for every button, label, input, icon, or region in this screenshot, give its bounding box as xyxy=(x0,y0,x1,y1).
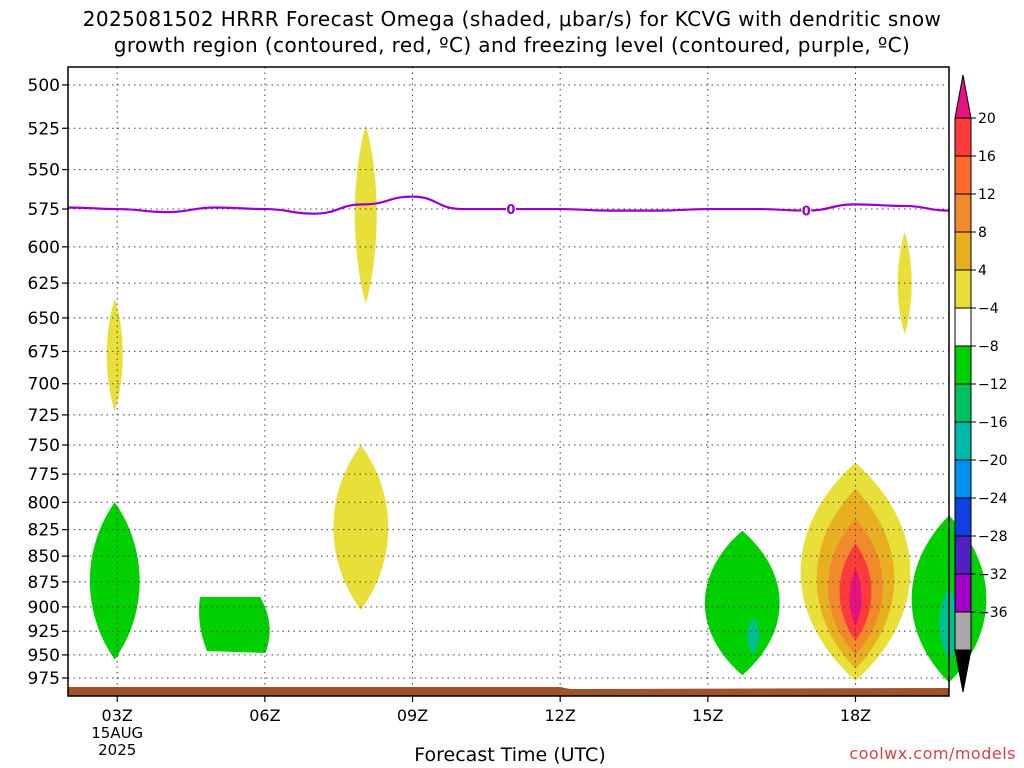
colorbar-label: −24 xyxy=(978,491,1008,507)
y-tick-label-550: 550 xyxy=(28,161,60,181)
colorbar-bin xyxy=(954,611,972,651)
omega-region-green-0530-920 xyxy=(199,596,270,654)
y-axis: 500 525 550 575 600 625 650 675 700 725 750 775 800 8… xyxy=(28,76,68,689)
x-tick-label-12Z: 12Z xyxy=(545,706,576,725)
colorbar-label: 20 xyxy=(978,111,996,127)
colorbar-label: −12 xyxy=(978,377,1008,393)
colorbar-label: −32 xyxy=(978,567,1008,583)
colorbar-label: 8 xyxy=(978,225,987,241)
y-tick-label-500: 500 xyxy=(28,76,60,96)
x-date-label: 15AUG xyxy=(91,724,143,742)
contour-label: 0 xyxy=(506,203,515,218)
y-tick-label-700: 700 xyxy=(28,375,60,395)
omega-region-green-0245-875 xyxy=(89,502,140,660)
colorbar-bin xyxy=(954,193,972,233)
colorbar-bin xyxy=(954,117,972,157)
colorbar-bin xyxy=(954,231,972,271)
colorbar-bin xyxy=(954,535,972,575)
chart-title-line-2: growth region (contoured, red, ºC) and f… xyxy=(113,33,911,57)
y-tick-label-750: 750 xyxy=(28,436,60,456)
y-tick-label-875: 875 xyxy=(28,573,60,593)
x-tick-label-15Z: 15Z xyxy=(692,706,723,725)
omega-region-teal-1600-935 xyxy=(747,616,760,655)
y-tick-label-900: 900 xyxy=(28,598,60,618)
y-tick-label-850: 850 xyxy=(28,547,60,567)
y-tick-label-600: 600 xyxy=(28,238,60,258)
colorbar-label: −4 xyxy=(978,301,999,317)
x-axis-title: Forecast Time (UTC) xyxy=(414,744,606,766)
y-tick-label-925: 925 xyxy=(28,622,60,642)
x-tick-label-06Z: 06Z xyxy=(249,706,280,725)
colorbar-label: −20 xyxy=(978,453,1008,469)
colorbar-label: −16 xyxy=(978,415,1008,431)
colorbar-bin xyxy=(954,459,972,499)
x-year-label: 2025 xyxy=(98,741,136,759)
surface-ground-band xyxy=(68,687,949,696)
colorbar-bin xyxy=(954,573,972,613)
colorbar-bin xyxy=(954,307,972,347)
colorbar-top-arrow xyxy=(954,74,972,119)
colorbar-label: −36 xyxy=(978,605,1008,621)
colorbar-bin xyxy=(954,269,972,309)
x-tick-label-09Z: 09Z xyxy=(397,706,428,725)
y-tick-label-625: 625 xyxy=(28,274,60,294)
omega-region-green-1545-890 xyxy=(704,530,780,676)
x-tick-label-18Z: 18Z xyxy=(840,706,871,725)
omega-region-yellow-0800-825 xyxy=(333,444,389,610)
chart-title-line-1: 2025081502 HRRR Forecast Omega (shaded, … xyxy=(82,7,942,31)
colorbar-label: 4 xyxy=(978,263,987,279)
x-tick-label-03Z: 03Z xyxy=(102,706,133,725)
omega-region-yellow-0730-550 xyxy=(354,124,377,305)
y-tick-label-825: 825 xyxy=(28,521,60,541)
colorbar-label: 16 xyxy=(978,149,996,165)
contour-label-bg xyxy=(801,203,812,218)
omega-region-storm-magenta xyxy=(849,568,862,627)
colorbar-label: 12 xyxy=(978,187,996,203)
colorbar: 20 16 12 8 4 −4 −8 −12 −16 −20 −24 −28 −32 −36 xyxy=(954,74,1008,693)
colorbar-bin xyxy=(954,345,972,385)
omega-region-yellow-0300-675 xyxy=(106,298,123,412)
y-tick-label-725: 725 xyxy=(28,406,60,426)
y-tick-label-775: 775 xyxy=(28,465,60,485)
y-tick-label-575: 575 xyxy=(28,200,60,220)
colorbar-bin xyxy=(954,421,972,461)
y-tick-label-800: 800 xyxy=(28,493,60,513)
y-tick-label-675: 675 xyxy=(28,342,60,362)
colorbar-label: −28 xyxy=(978,529,1008,545)
colorbar-bin xyxy=(954,383,972,423)
y-tick-label-950: 950 xyxy=(28,646,60,666)
colorbar-bottom-arrow xyxy=(954,649,972,693)
contour-label-bg xyxy=(505,202,516,217)
surface-band xyxy=(68,687,949,696)
colorbar-label: −8 xyxy=(978,339,999,355)
y-tick-label-975: 975 xyxy=(28,669,60,689)
plot-frame xyxy=(67,66,950,697)
y-tick-label-525: 525 xyxy=(28,119,60,139)
colorbar-bin xyxy=(954,497,972,537)
contour-label: 0 xyxy=(802,205,811,220)
y-tick-label-650: 650 xyxy=(28,309,60,329)
credit-label: coolwx.com/models xyxy=(849,744,1016,763)
colorbar-bin xyxy=(954,155,972,195)
